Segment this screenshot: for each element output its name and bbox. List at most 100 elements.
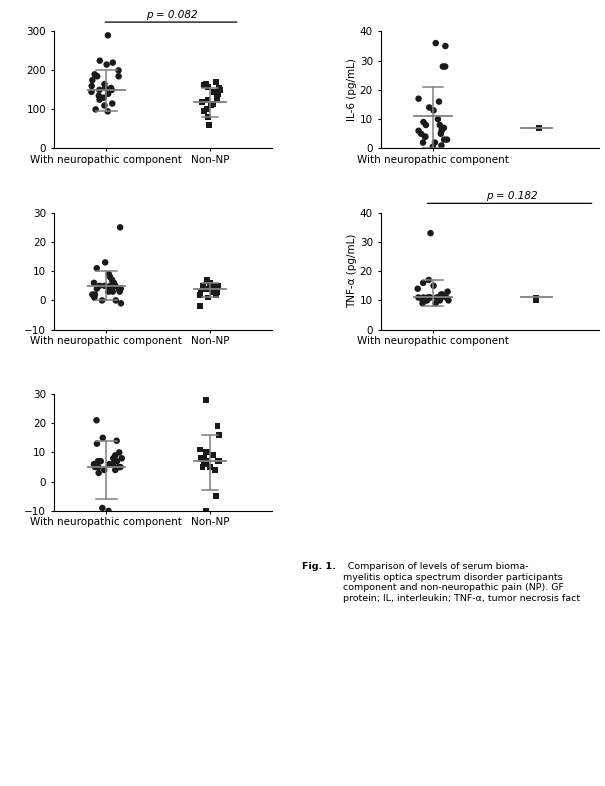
Point <box>108 97 117 110</box>
Point <box>108 285 117 298</box>
Point <box>100 78 110 90</box>
Point <box>215 83 224 96</box>
Point <box>116 282 126 295</box>
Point <box>531 291 541 303</box>
Point <box>203 111 213 123</box>
Point <box>428 141 437 153</box>
Point <box>99 464 109 476</box>
Point <box>419 116 428 128</box>
Y-axis label: IL-6 (pg/mL): IL-6 (pg/mL) <box>347 58 357 121</box>
Point <box>88 74 97 86</box>
Point <box>96 455 106 468</box>
Point <box>107 274 117 286</box>
Point <box>212 288 221 301</box>
Point <box>418 294 428 307</box>
Point <box>197 95 206 108</box>
Point <box>208 285 218 298</box>
Point <box>211 280 220 292</box>
Point <box>116 221 125 233</box>
Point <box>94 83 104 96</box>
Point <box>105 282 114 295</box>
Point <box>199 282 209 295</box>
Point <box>90 461 100 473</box>
Point <box>419 291 428 303</box>
Point <box>423 291 433 303</box>
Point <box>422 294 432 307</box>
Point <box>91 103 100 116</box>
Point <box>197 452 206 465</box>
Point <box>425 291 434 303</box>
Point <box>195 288 205 301</box>
Point <box>414 93 424 105</box>
Point <box>111 280 120 292</box>
Point <box>531 294 541 307</box>
Point <box>431 37 440 50</box>
Point <box>214 87 223 100</box>
Point <box>211 75 221 88</box>
Point <box>97 294 107 307</box>
Point <box>108 457 118 470</box>
Point <box>214 82 224 94</box>
Point <box>416 127 426 140</box>
Point <box>436 127 446 140</box>
Point <box>443 294 453 307</box>
Point <box>204 277 214 289</box>
Point <box>443 285 453 298</box>
Point <box>100 82 110 94</box>
Point <box>200 457 209 470</box>
Text: p = 0.082: p = 0.082 <box>146 9 198 20</box>
Point <box>420 130 430 143</box>
Point <box>104 268 114 281</box>
Point <box>94 90 103 102</box>
Point <box>435 119 445 131</box>
Point <box>429 104 439 116</box>
Point <box>103 285 113 298</box>
Point <box>420 294 430 307</box>
Point <box>112 435 122 447</box>
Point <box>426 227 436 240</box>
Point <box>111 294 120 307</box>
Point <box>440 40 450 53</box>
Point <box>103 105 113 118</box>
Point <box>208 97 218 110</box>
Point <box>114 64 123 77</box>
Point <box>94 461 103 473</box>
Point <box>198 457 208 470</box>
Point <box>102 58 111 71</box>
Point <box>201 274 211 286</box>
Point <box>434 95 444 108</box>
Point <box>419 277 428 289</box>
Point <box>440 61 450 73</box>
Point <box>100 280 110 292</box>
Point <box>414 124 424 137</box>
Point <box>203 291 213 303</box>
Text: Fig. 1.: Fig. 1. <box>302 562 336 571</box>
Point <box>214 428 224 441</box>
Point <box>437 288 447 301</box>
Point <box>105 457 114 470</box>
Point <box>201 446 211 459</box>
Point <box>436 291 446 303</box>
Point <box>211 490 220 502</box>
Point <box>212 420 222 432</box>
Point <box>200 455 210 468</box>
Point <box>97 501 107 514</box>
Point <box>99 91 108 104</box>
Point <box>92 262 102 274</box>
Point <box>104 84 114 97</box>
Point <box>115 285 125 298</box>
Point <box>203 282 212 295</box>
Point <box>205 461 215 473</box>
Point <box>105 270 115 283</box>
Point <box>114 461 123 473</box>
Point <box>207 282 217 295</box>
Point <box>414 291 424 303</box>
Point <box>201 78 211 90</box>
Point <box>201 455 211 468</box>
Point <box>438 61 448 73</box>
Point <box>103 505 113 517</box>
Point <box>436 288 446 301</box>
Point <box>100 99 110 112</box>
Point <box>437 122 446 134</box>
Point <box>432 291 442 303</box>
